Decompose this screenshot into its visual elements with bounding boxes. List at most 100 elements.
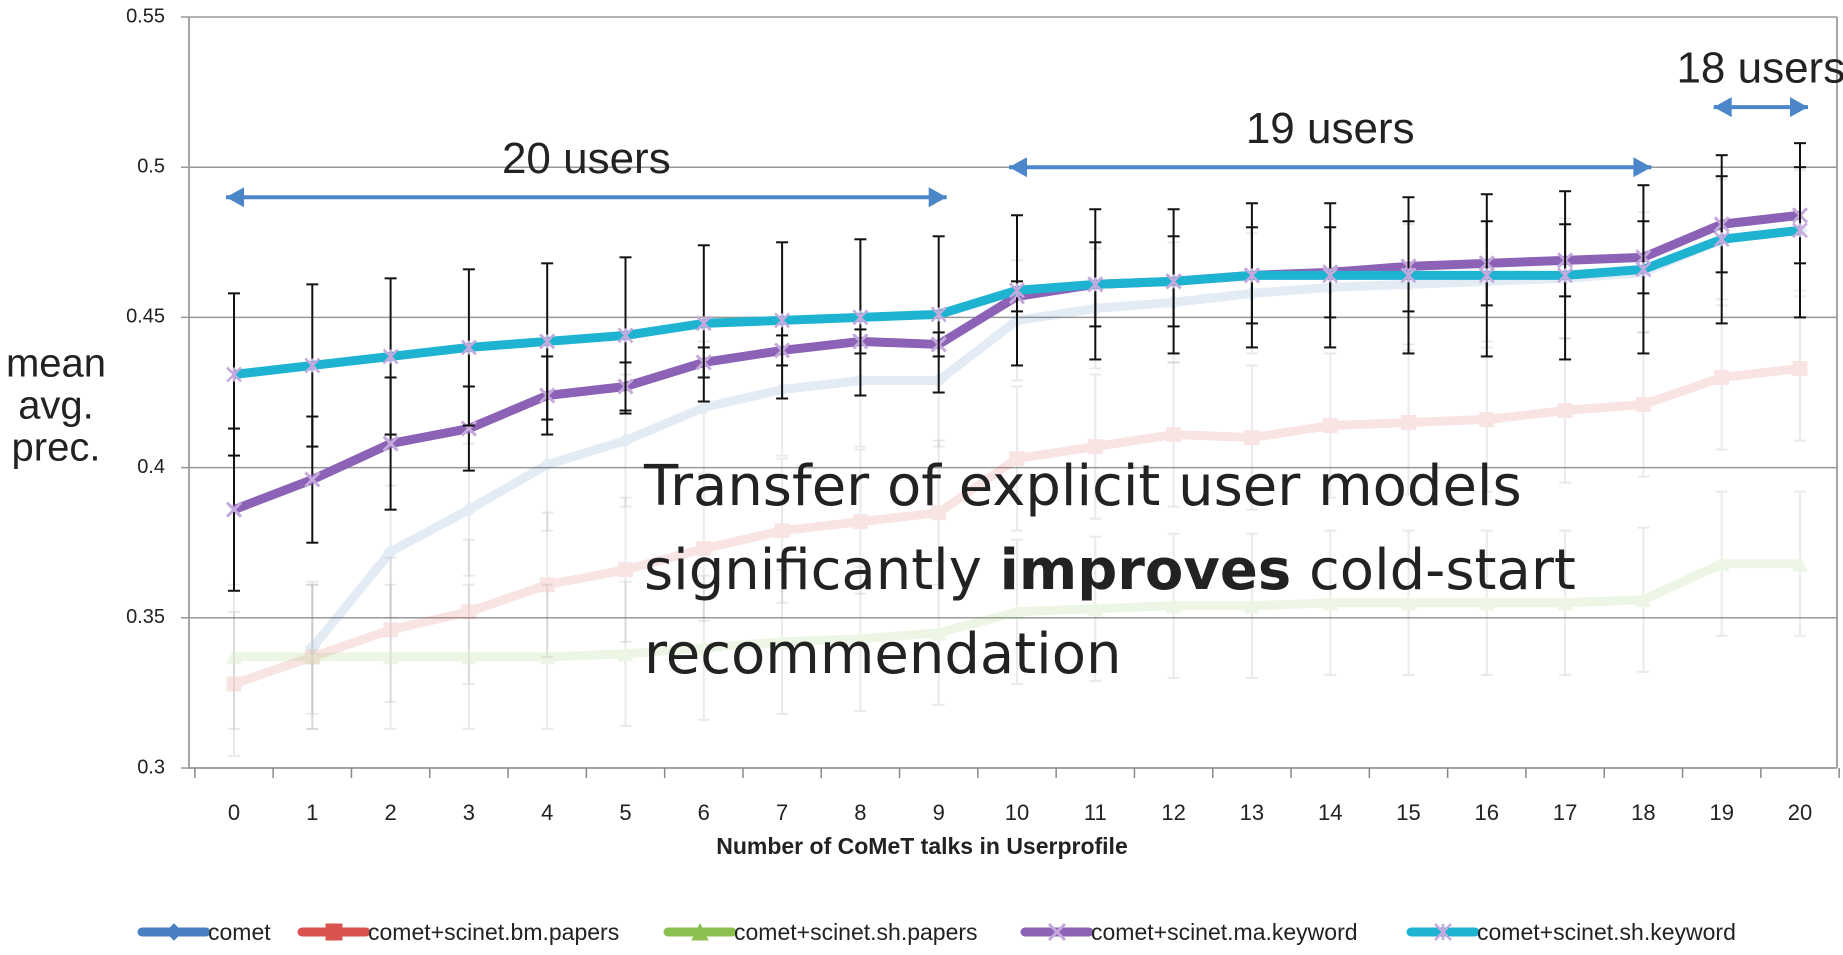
marker	[461, 501, 477, 518]
marker	[383, 622, 399, 638]
marker	[1792, 222, 1808, 239]
x-tick-label: 16	[1475, 800, 1499, 825]
series-line	[232, 363, 1801, 689]
marker	[1557, 267, 1573, 284]
marker	[1047, 922, 1067, 942]
message-text: significantly	[644, 538, 1000, 603]
x-tick-label: 13	[1240, 800, 1264, 825]
marker	[1087, 439, 1103, 455]
legend-label: comet+scinet.sh.papers	[734, 919, 978, 945]
message-line: significantly improves cold-start	[644, 538, 1576, 603]
marker	[930, 306, 947, 323]
marker	[1165, 597, 1182, 614]
message-text: recommendation	[644, 622, 1121, 687]
y-tick-label: 0.55	[126, 5, 165, 27]
marker	[539, 577, 555, 593]
arrow-head	[1790, 97, 1808, 118]
marker	[1165, 273, 1182, 290]
marker	[539, 456, 555, 473]
marker	[1322, 594, 1339, 611]
x-tick-label: 12	[1161, 800, 1185, 825]
x-tick-label: 1	[306, 800, 318, 825]
x-tick-label: 10	[1005, 800, 1029, 825]
y-tick-label: 0.3	[137, 756, 165, 778]
marker	[774, 312, 790, 329]
message-line: recommendation	[644, 622, 1121, 687]
y-axis-label: prec.	[12, 426, 101, 470]
arrow-head	[1009, 157, 1027, 178]
x-tick-label: 14	[1318, 800, 1342, 825]
marker	[304, 640, 321, 656]
annotation: 20 users	[502, 134, 671, 183]
marker	[325, 923, 343, 941]
marker	[1087, 276, 1104, 293]
marker	[539, 648, 556, 665]
legend-label: comet+scinet.bm.papers	[368, 919, 619, 945]
y-axis-label: avg.	[18, 384, 94, 428]
legend-label: comet+scinet.ma.keyword	[1091, 919, 1358, 945]
annotation: 18 users	[1676, 44, 1843, 93]
x-tick-label: 18	[1631, 800, 1655, 825]
marker	[1322, 267, 1339, 284]
marker	[931, 505, 947, 521]
marker	[165, 923, 183, 941]
marker	[1713, 555, 1730, 572]
marker	[382, 648, 399, 665]
marker	[1479, 412, 1495, 428]
arrow-head	[928, 187, 947, 208]
marker	[1244, 430, 1260, 446]
marker	[1434, 923, 1452, 941]
y-axis-label: mean	[6, 342, 106, 386]
message-text: improves	[1000, 538, 1292, 603]
marker	[1714, 369, 1730, 385]
x-tick-label: 9	[933, 800, 945, 825]
marker	[1322, 418, 1338, 434]
y-tick-label: 0.5	[137, 155, 165, 177]
arrow-head	[1633, 157, 1652, 178]
marker	[691, 922, 709, 941]
marker	[461, 339, 477, 356]
marker	[1713, 231, 1730, 248]
marker	[617, 327, 634, 344]
marker	[1792, 555, 1808, 572]
marker	[1478, 267, 1495, 284]
message-text: cold-start	[1291, 538, 1576, 603]
x-tick-label: 11	[1084, 800, 1107, 825]
marker	[1244, 267, 1260, 284]
marker	[1009, 282, 1025, 299]
marker	[304, 357, 321, 374]
arrow-head	[226, 187, 244, 208]
marker	[304, 471, 321, 488]
legend-label: comet+scinet.sh.keyword	[1477, 919, 1736, 945]
marker	[304, 649, 320, 665]
marker	[1635, 397, 1651, 413]
marker	[1635, 261, 1652, 278]
marker	[460, 420, 477, 437]
marker	[617, 432, 634, 449]
y-tick-label: 0.35	[126, 606, 165, 628]
marker	[226, 366, 242, 383]
x-axis-label: Number of CoMeT talks in Userprofile	[716, 833, 1128, 859]
marker	[695, 315, 712, 332]
marker	[1635, 591, 1652, 608]
series	[226, 142, 1808, 457]
marker	[618, 562, 633, 578]
marker	[1792, 360, 1808, 376]
x-tick-label: 19	[1709, 800, 1733, 825]
x-tick-label: 0	[228, 800, 240, 825]
marker	[382, 544, 399, 560]
marker	[304, 648, 321, 665]
x-tick-label: 7	[776, 800, 788, 825]
marker	[1400, 267, 1417, 284]
arrow-head	[1713, 97, 1732, 118]
x-tick-label: 20	[1788, 800, 1812, 825]
x-tick-label: 5	[619, 800, 631, 825]
marker	[696, 399, 712, 416]
marker	[1400, 594, 1417, 611]
series	[226, 490, 1808, 730]
marker	[774, 633, 790, 650]
y-tick-label: 0.4	[137, 456, 165, 478]
marker	[1009, 603, 1025, 620]
message-line: Transfer of explicit user models	[643, 454, 1522, 519]
